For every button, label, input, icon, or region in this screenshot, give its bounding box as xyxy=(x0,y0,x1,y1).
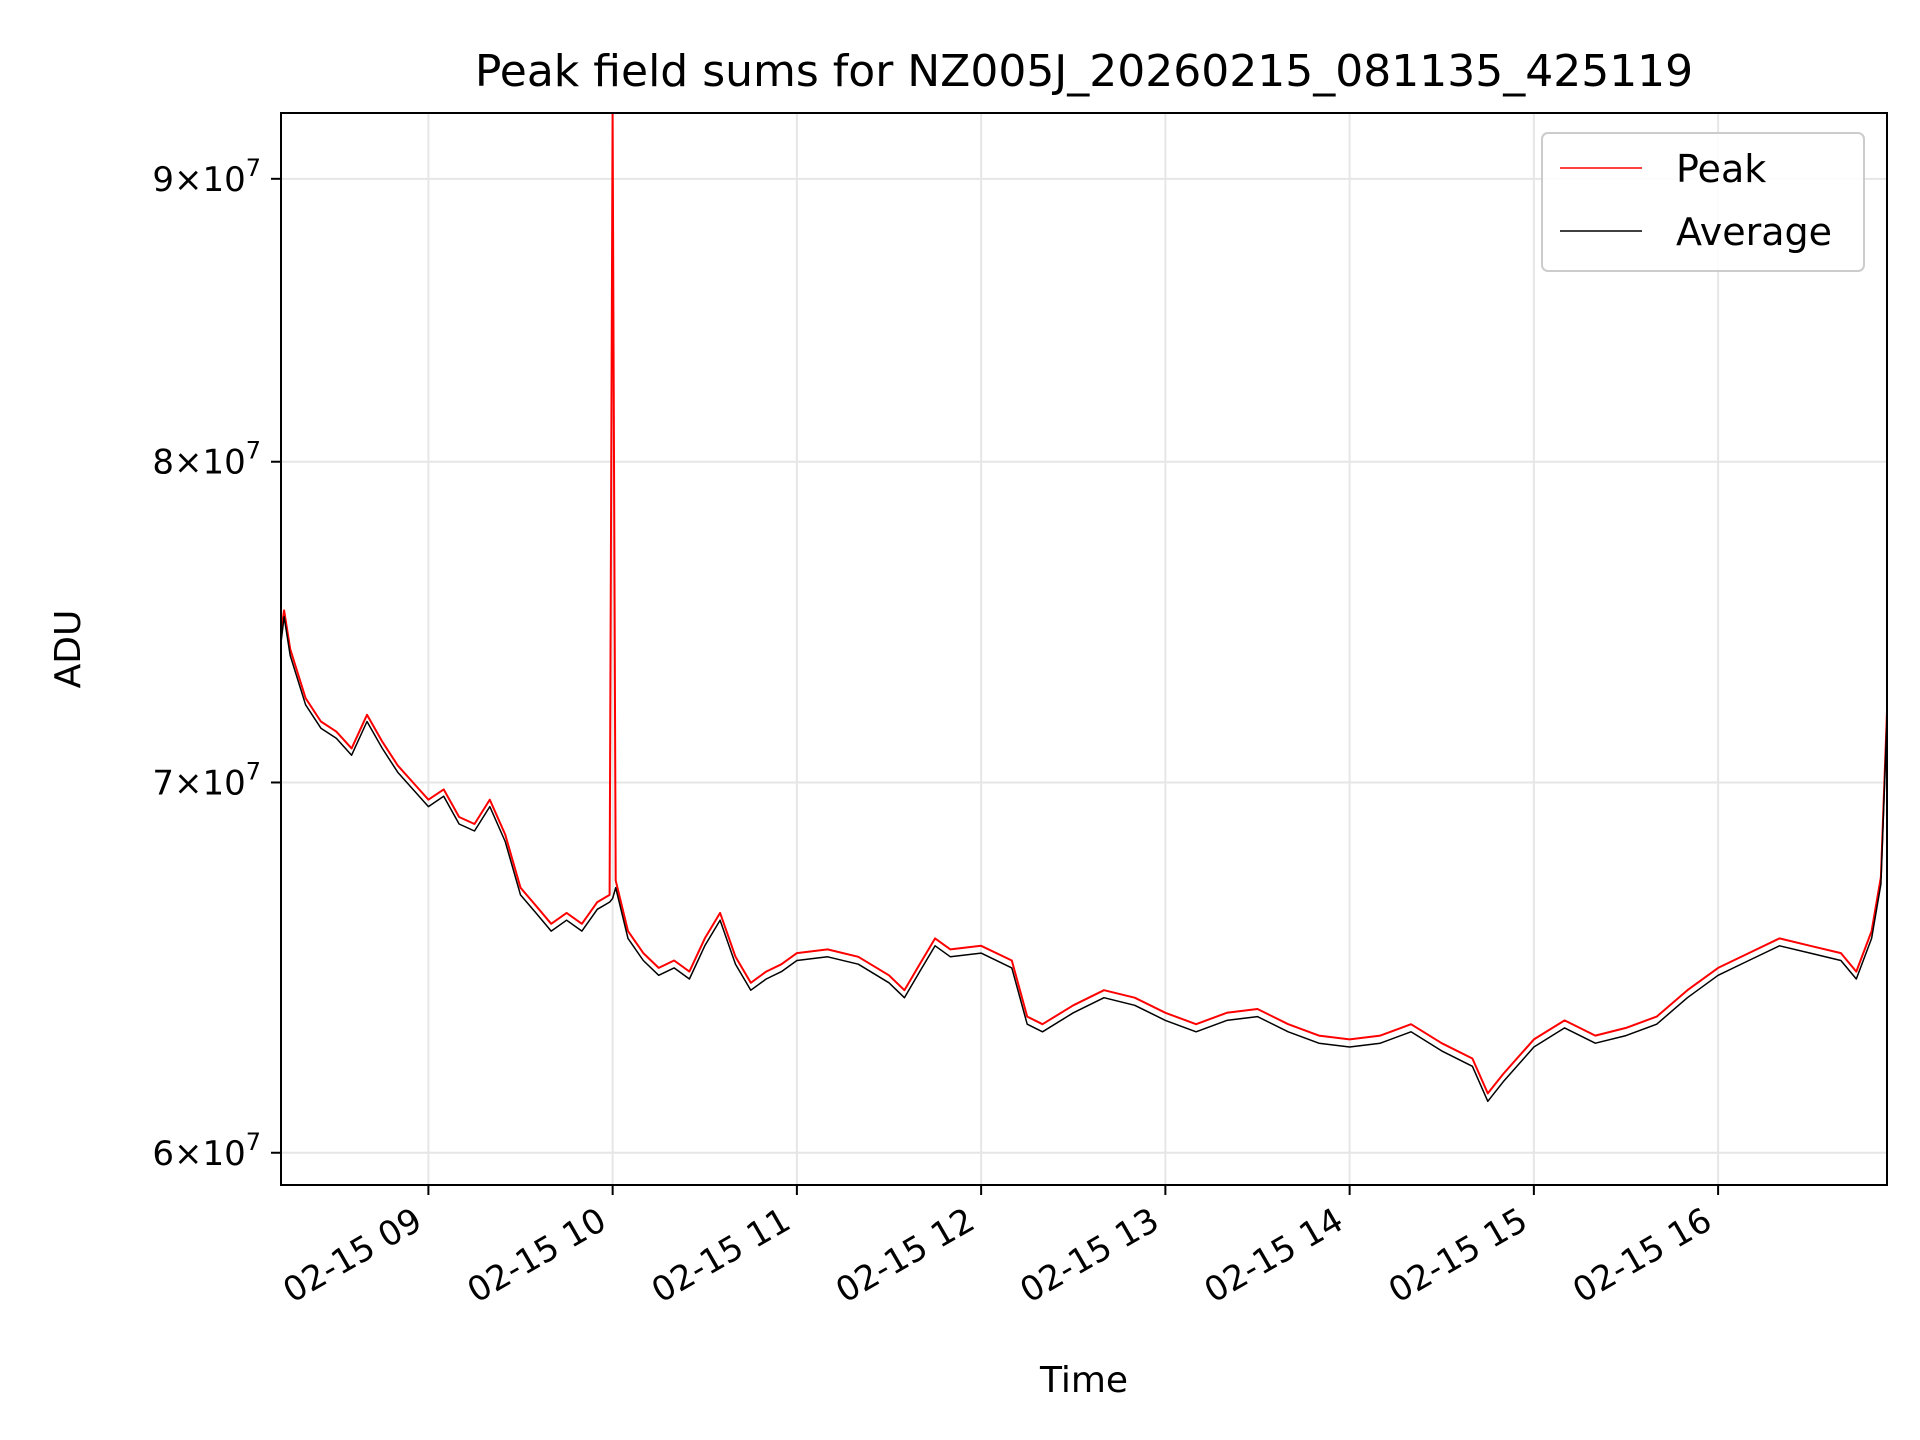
y-tick-multiplier: ×10 xyxy=(174,1134,246,1174)
y-tick-label: 8×107 xyxy=(152,437,261,483)
y-tick-mantissa: 6 xyxy=(152,1134,174,1174)
grid xyxy=(281,113,1887,1185)
y-tick-mantissa: 7 xyxy=(152,763,174,803)
series-line-average xyxy=(280,616,1888,1103)
legend: Peak Average xyxy=(1541,132,1865,272)
x-axis-label: Time xyxy=(1039,1360,1128,1401)
legend-label-peak: Peak xyxy=(1676,147,1766,191)
series-layer xyxy=(280,112,1888,1103)
y-tick-exponent: 7 xyxy=(246,1128,261,1156)
series-line-peak xyxy=(280,112,1888,1095)
y-tick-exponent: 7 xyxy=(246,757,261,785)
y-tick-label: 7×107 xyxy=(152,757,261,803)
y-tick-label: 6×107 xyxy=(152,1128,261,1174)
y-tick-mantissa: 9 xyxy=(152,160,174,200)
plot-frame xyxy=(280,112,1888,1186)
chart-title: Peak field sums for NZ005J_20260215_0811… xyxy=(475,46,1693,97)
y-tick-multiplier: ×10 xyxy=(174,763,246,803)
y-tick-label: 9×107 xyxy=(152,154,261,200)
y-axis-label: ADU xyxy=(48,610,89,689)
y-tick-exponent: 7 xyxy=(246,154,261,182)
y-tick-mantissa: 8 xyxy=(152,443,174,483)
legend-label-average: Average xyxy=(1676,210,1832,254)
y-tick-exponent: 7 xyxy=(246,437,261,465)
y-tick-multiplier: ×10 xyxy=(174,160,246,200)
y-tick-multiplier: ×10 xyxy=(174,443,246,483)
